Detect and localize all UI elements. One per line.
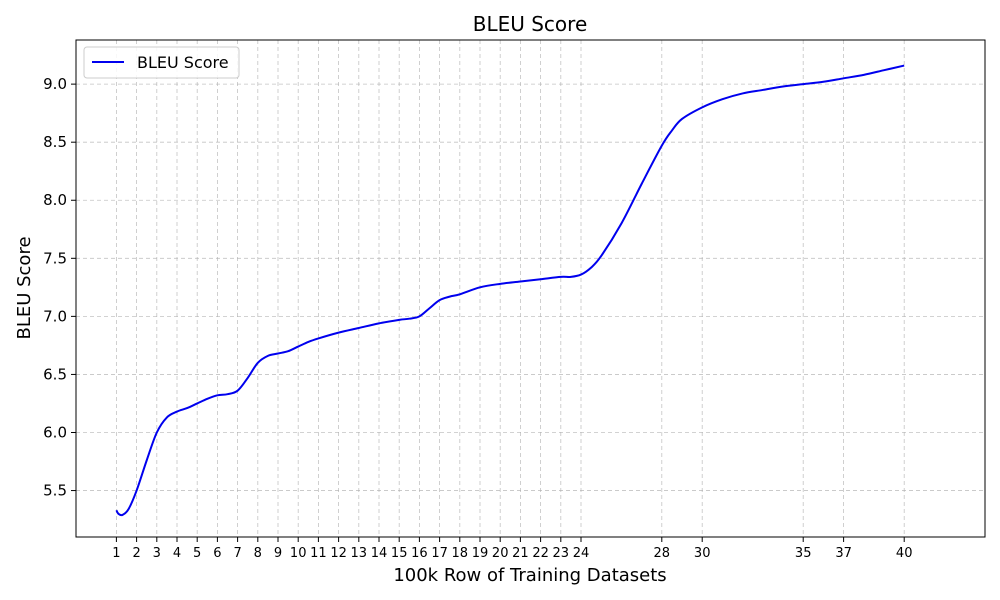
- x-tick-label: 17: [431, 546, 448, 561]
- x-tick-label: 12: [330, 546, 347, 561]
- plot-frame: [75, 39, 986, 538]
- x-tick-label: 13: [351, 546, 368, 561]
- x-tick-label: 23: [553, 546, 570, 561]
- series-layer: [115, 64, 905, 517]
- x-tick-label: 6: [213, 546, 221, 561]
- y-tick-label: 8.5: [43, 133, 67, 151]
- x-tick-label: 22: [532, 546, 549, 561]
- x-tick-label: 24: [573, 546, 590, 561]
- legend: BLEU Score: [83, 46, 240, 79]
- x-tick-label: 19: [472, 546, 489, 561]
- x-tick-label: 15: [391, 546, 408, 561]
- series-line-0: [115, 64, 905, 517]
- x-tick-label: 37: [835, 546, 852, 561]
- x-tick-label: 30: [694, 546, 711, 561]
- x-tick-label: 5: [193, 546, 201, 561]
- y-tick-label: 6.0: [43, 423, 67, 441]
- x-tick-label: 3: [153, 546, 161, 561]
- y-tick-label: 8.0: [43, 191, 67, 209]
- x-tick-label: 20: [492, 546, 509, 561]
- x-tick-label: 7: [233, 546, 241, 561]
- y-tick-label: 5.5: [43, 482, 67, 500]
- y-tick-label: 7.0: [43, 307, 67, 325]
- x-tick-label: 28: [654, 546, 671, 561]
- x-tick-label: 10: [290, 546, 307, 561]
- y-tick-label: 6.5: [43, 365, 67, 383]
- grid: [76, 40, 985, 537]
- y-axis-label: BLEU Score: [14, 236, 35, 339]
- y-tick-label: 9.0: [43, 75, 67, 93]
- legend-box: [83, 46, 240, 79]
- x-tick-label: 8: [254, 546, 262, 561]
- x-tick-label: 11: [310, 546, 327, 561]
- x-axis-label: 100k Row of Training Datasets: [393, 565, 666, 586]
- y-tick-label: 7.5: [43, 249, 67, 267]
- chart-title: BLEU Score: [473, 12, 588, 36]
- x-tick-label: 1: [112, 546, 120, 561]
- x-tick-label: 35: [795, 546, 812, 561]
- x-tick-label: 4: [173, 546, 181, 561]
- x-tick-label: 2: [132, 546, 140, 561]
- y-axis-ticks: 5.5 6.0 6.5 7.0 7.5 8.0 8.5 9.0: [43, 75, 76, 500]
- x-axis-ticks: 1 2 3 4 5 6 7 8 9 10 11 12 13 14 15 16 17 18 19 20 21 22 23 24 2…: [112, 537, 912, 561]
- x-tick-label: 40: [896, 546, 913, 561]
- x-tick-label: 14: [371, 546, 388, 561]
- x-tick-label: 16: [411, 546, 428, 561]
- x-tick-label: 9: [274, 546, 282, 561]
- legend-label: BLEU Score: [137, 53, 229, 72]
- x-tick-label: 21: [512, 546, 529, 561]
- x-tick-label: 18: [452, 546, 469, 561]
